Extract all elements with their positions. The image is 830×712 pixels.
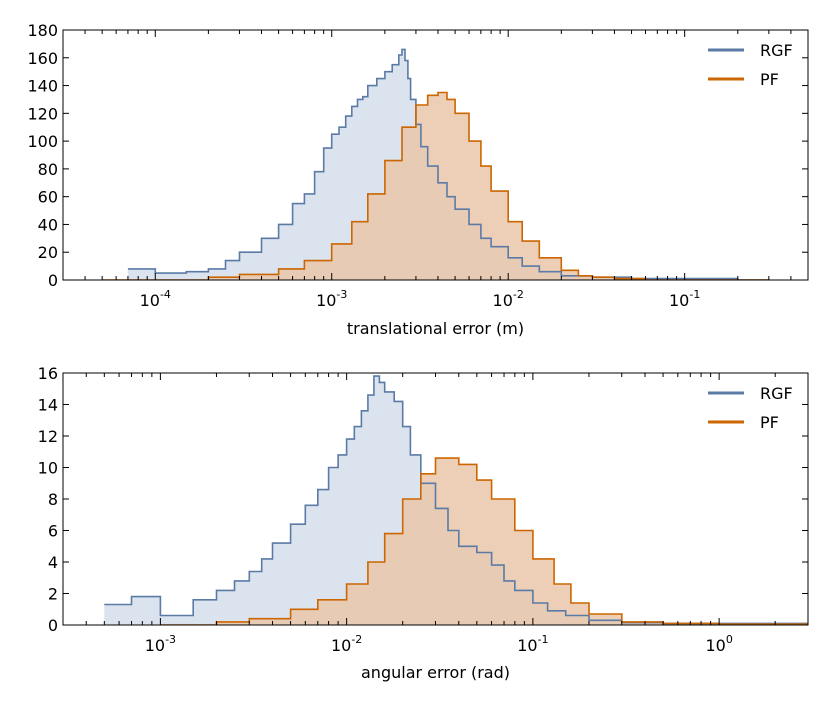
y-tick-label: 20 xyxy=(38,243,58,262)
y-tick-label: 120 xyxy=(27,104,58,123)
legend-label-rgf: RGF xyxy=(760,384,793,403)
y-tick-label: 6 xyxy=(48,522,58,541)
y-tick-label: 14 xyxy=(38,396,58,415)
x-tick-label: 10-2 xyxy=(493,288,524,310)
legend-label-pf: PF xyxy=(760,70,779,89)
y-tick-label: 4 xyxy=(48,553,58,572)
y-tick-label: 100 xyxy=(27,132,58,151)
rgf-line xyxy=(104,375,808,625)
x-tick-label: 100 xyxy=(705,633,732,655)
y-tick-label: 160 xyxy=(27,49,58,68)
y-tick-label: 180 xyxy=(27,21,58,40)
y-tick-label: 2 xyxy=(48,585,58,604)
x-tick-label: 10-3 xyxy=(316,288,347,310)
rgf-line xyxy=(127,48,769,280)
y-tick-label: 80 xyxy=(38,160,58,179)
y-tick-label: 10 xyxy=(38,459,58,478)
y-tick-label: 140 xyxy=(27,77,58,96)
y-tick-label: 60 xyxy=(38,188,58,207)
legend-label-pf: PF xyxy=(760,413,779,432)
panel-translational-error: 0 20 40 60 80 100 120 140 160 180 10-4 10-3 10-2 10-1… xyxy=(27,21,809,338)
pf-line xyxy=(160,457,808,625)
x-tick-label: 10-1 xyxy=(669,288,700,310)
axes-frame xyxy=(62,29,809,281)
panel-angular-error: 0 2 4 6 8 10 12 14 16 10-3 10-2 10-1 100 angular erro… xyxy=(38,364,809,682)
pf-line xyxy=(102,91,769,280)
y-tick-label: 16 xyxy=(38,364,58,383)
y-tick-label: 8 xyxy=(48,490,58,509)
x-axis-title: translational error (m) xyxy=(347,319,524,338)
rgf-area xyxy=(104,376,808,625)
x-axis-title: angular error (rad) xyxy=(361,663,510,682)
plot-area xyxy=(104,375,808,625)
y-tick-label: 12 xyxy=(38,427,58,446)
pf-area xyxy=(102,92,769,280)
x-tick-label: 10-3 xyxy=(145,633,176,655)
x-tick-label: 10-1 xyxy=(517,633,548,655)
x-tick-label: 10-2 xyxy=(331,633,362,655)
legend-label-rgf: RGF xyxy=(760,41,793,60)
pf-area xyxy=(160,458,808,625)
x-tick-label: 10-4 xyxy=(140,288,171,310)
plot-area xyxy=(102,48,769,280)
y-tick-label: 40 xyxy=(38,215,58,234)
y-tick-label: 0 xyxy=(48,616,58,635)
y-tick-label: 0 xyxy=(48,271,58,290)
